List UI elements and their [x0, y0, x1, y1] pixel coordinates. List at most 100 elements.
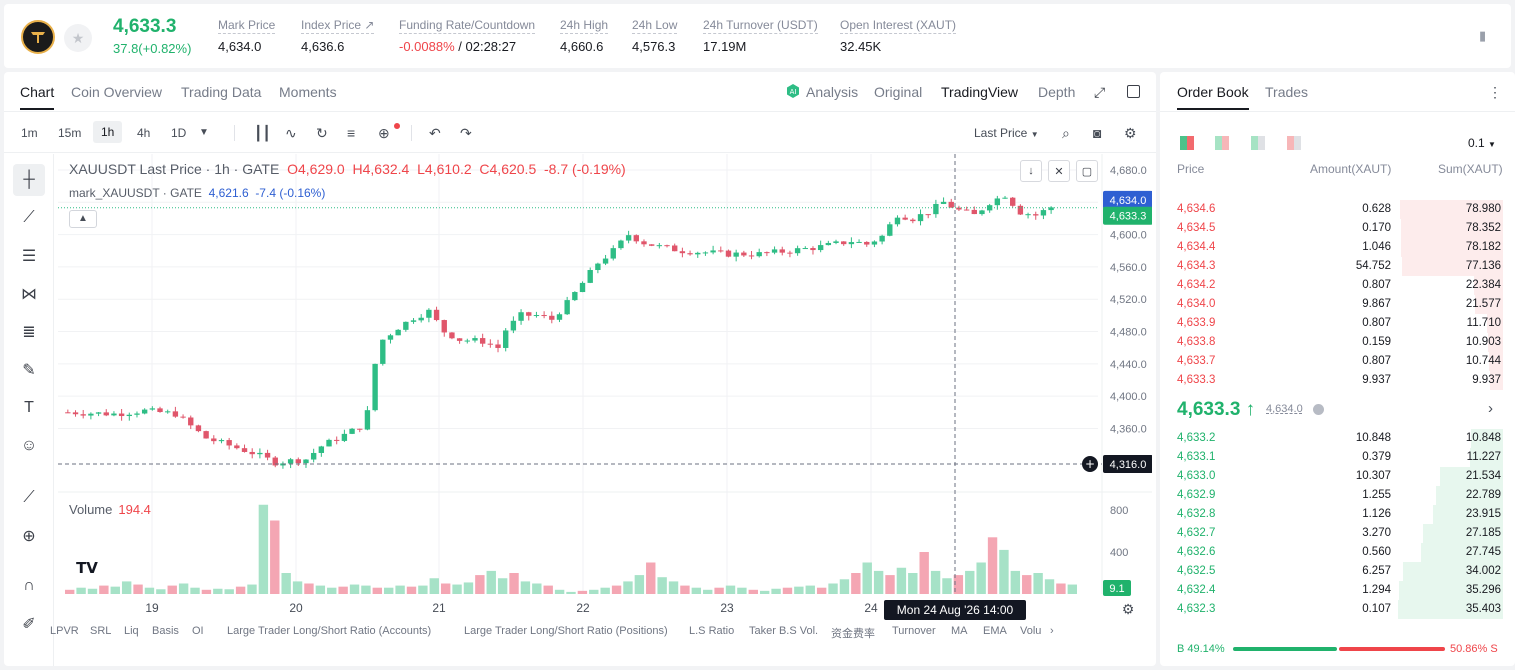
timeframe-dropdown-icon[interactable]: ▼ [199, 127, 209, 138]
indicator-large-trader-positions[interactable]: Large Trader Long/Short Ratio (Positions… [464, 625, 668, 637]
indicator-ma[interactable]: MA [951, 625, 968, 637]
zoom-tool-icon[interactable]: ⊕ [22, 528, 36, 545]
collapse-legend-icon[interactable]: ▲ [69, 210, 97, 228]
indicator-taker-bs-vol[interactable]: Taker B.S Vol. [749, 625, 819, 637]
pattern-tool-icon[interactable]: ⋈ [21, 286, 37, 303]
precision-select[interactable]: 0.1 ▼ [1468, 136, 1496, 150]
chevron-right-icon[interactable]: › [1050, 625, 1054, 637]
tab-trading-data[interactable]: Trading Data [181, 84, 262, 100]
timeframe-1m[interactable]: 1m [21, 126, 38, 140]
bid-row[interactable]: 4,632.8 1.126 23.915 [1160, 505, 1515, 524]
indicator-ls-ratio[interactable]: L.S Ratio [689, 625, 735, 637]
timeframe-1d[interactable]: 1D [171, 126, 187, 140]
indicator-basis[interactable]: Basis [152, 625, 179, 637]
indicator-liq[interactable]: Liq [124, 625, 139, 637]
shrink-icon[interactable]: ✕ [1048, 160, 1070, 182]
candle-body [725, 250, 732, 257]
timeframe-4h[interactable]: 4h [137, 126, 151, 140]
candle-type-icon[interactable]: ┃┃ [254, 125, 271, 141]
redo-icon[interactable]: ↷ [460, 125, 472, 141]
row-amount: 10.848 [1355, 432, 1391, 444]
tab-order-book[interactable]: Order Book [1177, 84, 1249, 110]
price-chart[interactable]: 4,680.04,640.04,600.04,560.04,520.04,480… [58, 154, 1153, 666]
undo-icon[interactable]: ↶ [429, 125, 441, 141]
view-both-icon[interactable] [1180, 136, 1194, 150]
ask-row[interactable]: 4,634.6 0.628 78.980 [1160, 200, 1515, 219]
indicator-turnover[interactable]: Turnover [892, 625, 936, 637]
ask-row[interactable]: 4,634.2 0.807 22.384 [1160, 276, 1515, 295]
trendline-tool-icon[interactable]: ⟋ [23, 209, 35, 226]
timeframe-1h[interactable]: 1h [93, 121, 123, 143]
reset-icon[interactable]: ▢ [1076, 160, 1098, 182]
favorite-star-icon[interactable]: ★ [64, 24, 92, 52]
indicators-icon[interactable]: ∿ [285, 125, 297, 141]
magnet-tool-icon[interactable]: ∩ [23, 577, 35, 594]
indicator-ema[interactable]: EMA [983, 625, 1007, 637]
tab-trades[interactable]: Trades [1265, 84, 1309, 100]
fib-tool-icon[interactable]: ≣ [22, 324, 36, 341]
ask-row[interactable]: 4,634.4 1.046 78.182 [1160, 238, 1515, 257]
ask-row[interactable]: 4,634.5 0.170 78.352 [1160, 219, 1515, 238]
settings-gear-icon[interactable]: ⚙ [1124, 125, 1137, 141]
fullscreen-icon[interactable] [1127, 85, 1140, 98]
more-options-icon[interactable]: ⋮ [1488, 84, 1502, 100]
ask-row[interactable]: 4,634.3 54.752 77.136 [1160, 257, 1515, 276]
stat-funding-rate: Funding Rate/Countdown -0.0088% / 02:28:… [399, 18, 536, 54]
ask-row[interactable]: 4,633.7 0.807 10.744 [1160, 352, 1515, 371]
indicator-srl[interactable]: SRL [90, 625, 112, 637]
tab-coin-overview[interactable]: Coin Overview [71, 84, 163, 100]
horizontal-lines-tool-icon[interactable]: ☰ [21, 248, 37, 265]
candlestick-chart[interactable]: 4,680.04,640.04,600.04,560.04,520.04,480… [58, 154, 1153, 666]
camera-icon[interactable]: ◙ [1093, 125, 1102, 141]
indicator-lpvr[interactable]: LPVR [50, 625, 79, 637]
crosshair-tool-icon[interactable]: ┼ [13, 164, 45, 196]
view-asks-icon[interactable] [1287, 136, 1301, 150]
precision-value[interactable]: 0.1 [1468, 136, 1485, 150]
view-bids-icon[interactable] [1251, 136, 1265, 150]
ask-row[interactable]: 4,633.8 0.159 10.903 [1160, 333, 1515, 352]
view-original[interactable]: Original [874, 84, 923, 100]
chevron-right-icon[interactable]: › [1488, 400, 1493, 417]
indicator-volume[interactable]: Volu [1020, 625, 1042, 637]
bid-row[interactable]: 4,633.2 10.848 10.848 [1160, 429, 1515, 448]
indicator-oi[interactable]: OI [192, 625, 204, 637]
book-icon[interactable]: ▮ [1479, 28, 1487, 43]
bid-row[interactable]: 4,632.6 0.560 27.745 [1160, 543, 1515, 562]
replay-icon[interactable]: ↻ [316, 125, 328, 141]
bid-row[interactable]: 4,633.0 10.307 21.534 [1160, 467, 1515, 486]
bid-row[interactable]: 4,632.7 3.270 27.185 [1160, 524, 1515, 543]
bid-row[interactable]: 4,632.9 1.255 22.789 [1160, 486, 1515, 505]
indicator-large-trader-accounts[interactable]: Large Trader Long/Short Ratio (Accounts) [227, 625, 432, 637]
tab-chart[interactable]: Chart [20, 84, 55, 110]
view-tradingview[interactable]: TradingView [941, 84, 1019, 100]
scroll-down-icon[interactable]: ↓ [1020, 160, 1042, 182]
view-bids-asks-icon[interactable] [1215, 136, 1229, 150]
add-indicator-icon[interactable]: ⊕ [378, 125, 390, 141]
expand-icon[interactable]: ⤢ [1094, 84, 1106, 100]
last-price-badge: 4,633.3 [1110, 211, 1147, 223]
price-source-select[interactable]: Last Price ▼ [974, 126, 1039, 140]
view-analysis[interactable]: Analysis [806, 84, 859, 100]
price-source-label[interactable]: Last Price [974, 126, 1028, 140]
ruler-tool-icon[interactable]: ⟋ [23, 489, 35, 506]
stat-label[interactable]: Index Price ↗ [301, 18, 375, 34]
stat-index-price[interactable]: Index Price ↗ 4,636.6 [301, 18, 375, 54]
ask-row[interactable]: 4,634.0 9.867 21.577 [1160, 295, 1515, 314]
view-depth[interactable]: Depth [1038, 84, 1076, 100]
timeframe-15m[interactable]: 15m [58, 126, 82, 140]
search-icon[interactable]: ⌕ [1062, 125, 1070, 141]
bid-row[interactable]: 4,632.5 6.257 34.002 [1160, 562, 1515, 581]
eraser-tool-icon[interactable]: ✐ [22, 616, 36, 633]
indicator-funding-rate[interactable]: 资金费率 [831, 628, 875, 640]
bid-row[interactable]: 4,633.1 0.379 11.227 [1160, 448, 1515, 467]
brush-tool-icon[interactable]: ✎ [22, 362, 36, 379]
ask-row[interactable]: 4,633.9 0.807 11.710 [1160, 314, 1515, 333]
ask-row[interactable]: 4,633.3 9.937 9.937 [1160, 371, 1515, 390]
tab-moments[interactable]: Moments [279, 84, 337, 100]
emoji-tool-icon[interactable]: ☺ [20, 437, 38, 454]
bid-row[interactable]: 4,632.4 1.294 35.296 [1160, 581, 1515, 600]
text-tool-icon[interactable]: T [24, 399, 34, 416]
bid-row[interactable]: 4,632.3 0.107 35.403 [1160, 600, 1515, 619]
ai-analysis-icon[interactable]: AI [785, 83, 801, 99]
layout-icon[interactable]: ≡ [347, 125, 356, 141]
